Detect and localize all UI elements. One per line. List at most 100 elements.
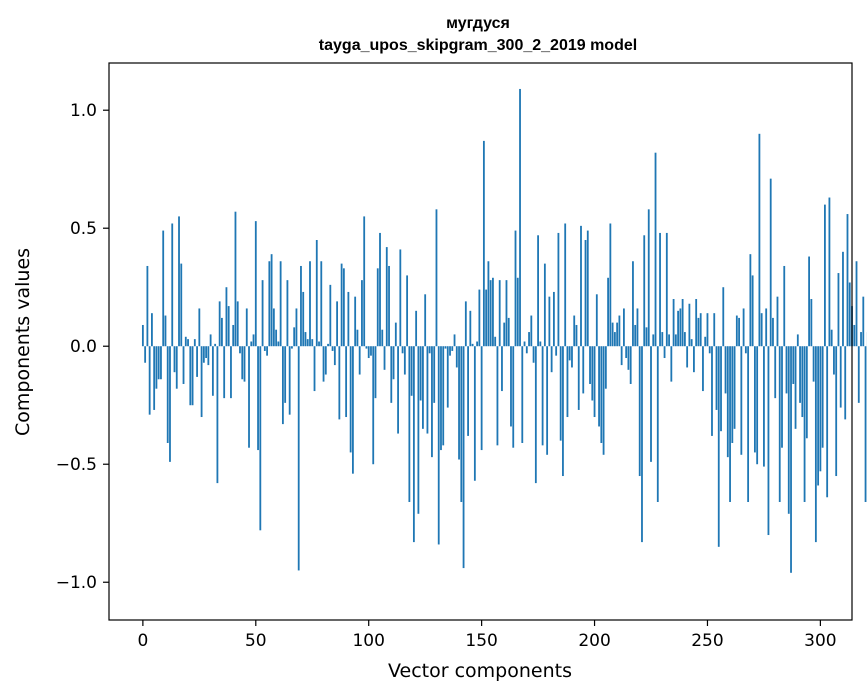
bar-component-44 [241, 346, 244, 380]
x-tick-label: 50 [245, 631, 267, 651]
bar-component-104 [376, 268, 379, 347]
bar-component-40 [232, 324, 235, 347]
bar-component-285 [785, 346, 788, 394]
bar-component-15 [175, 346, 178, 389]
bar-component-61 [279, 261, 282, 347]
bar-component-245 [695, 299, 698, 347]
bar-component-50 [254, 221, 257, 347]
bar-component-268 [747, 346, 750, 502]
bar-component-319 [862, 296, 865, 347]
bar-component-192 [575, 324, 578, 347]
bar-component-276 [765, 308, 768, 347]
bar-component-108 [385, 247, 388, 347]
bar-component-197 [586, 230, 589, 347]
bar-component-304 [828, 197, 831, 347]
bar-component-112 [394, 322, 397, 347]
bar-component-152 [485, 289, 488, 347]
bar-component-64 [286, 280, 289, 347]
bar-component-183 [555, 346, 558, 356]
bar-component-46 [245, 308, 248, 347]
bar-component-144 [467, 346, 469, 436]
bar-component-223 [645, 327, 648, 347]
bar-component-204 [602, 346, 605, 455]
bar-component-270 [751, 275, 754, 347]
bar-component-39 [230, 346, 232, 399]
bar-component-31 [211, 346, 214, 396]
bar-component-254 [715, 346, 718, 410]
bar-component-272 [756, 346, 759, 465]
bar-component-261 [731, 346, 734, 443]
bar-component-250 [706, 313, 709, 347]
x-tick-label: 0 [137, 631, 148, 651]
bar-component-278 [769, 178, 772, 347]
y-axis-label: Components values [12, 248, 34, 436]
bar-component-130 [435, 209, 438, 347]
bar-component-25 [198, 308, 201, 347]
bar-component-246 [697, 317, 700, 347]
bar-component-59 [275, 329, 278, 347]
bar-component-277 [767, 346, 770, 536]
bar-component-191 [573, 315, 576, 347]
bar-component-151 [482, 140, 485, 347]
bar-component-2 [146, 265, 149, 347]
chart-title: мугдуся [446, 15, 510, 32]
bar-component-226 [652, 334, 655, 347]
bar-component-243 [690, 339, 693, 347]
y-tick-label: 0.0 [70, 337, 97, 357]
bar-component-315 [853, 324, 856, 347]
x-tick-label: 300 [804, 631, 836, 651]
x-tick-label: 250 [691, 631, 723, 651]
bar-component-57 [270, 254, 273, 347]
bar-component-247 [699, 313, 702, 347]
bar-component-92 [349, 346, 352, 453]
y-tick-label: 1.0 [70, 101, 97, 121]
bar-component-307 [835, 346, 838, 477]
bars-group [141, 88, 867, 573]
bar-component-308 [837, 273, 840, 347]
bar-component-320 [864, 346, 867, 502]
bar-component-289 [794, 346, 797, 429]
bar-component-259 [726, 346, 729, 458]
bar-component-279 [772, 317, 774, 347]
bar-component-234 [670, 346, 673, 382]
y-tick-label: 0.5 [70, 219, 97, 239]
bar-component-224 [647, 209, 650, 347]
bar-component-167 [519, 88, 521, 347]
bar-component-146 [471, 343, 474, 347]
bar-component-255 [717, 346, 720, 547]
bar-component-109 [388, 265, 390, 347]
bar-component-169 [523, 341, 526, 347]
bar-component-120 [412, 346, 415, 543]
bar-component-0 [141, 324, 144, 347]
bar-component-313 [848, 282, 851, 347]
bar-component-156 [494, 336, 497, 347]
bar-component-41 [234, 211, 237, 347]
bar-component-107 [383, 346, 386, 370]
bar-component-299 [817, 346, 820, 486]
bar-component-143 [464, 301, 467, 347]
bar-component-252 [711, 346, 713, 436]
bar-component-227 [654, 152, 657, 347]
bar-component-43 [239, 346, 241, 354]
bar-component-140 [458, 346, 460, 460]
bar-component-232 [665, 232, 668, 347]
bar-component-273 [758, 133, 761, 347]
bar-component-3 [148, 346, 151, 415]
bar-component-240 [683, 332, 686, 347]
bar-component-269 [749, 254, 752, 347]
bar-component-249 [704, 336, 707, 347]
bar-component-34 [218, 301, 221, 347]
bar-component-233 [668, 334, 670, 347]
bar-component-56 [268, 261, 271, 347]
bar-component-97 [361, 280, 363, 347]
chart-subtitle: tayga_upos_skipgram_300_2_2019 model [319, 37, 637, 54]
bar-component-286 [787, 346, 790, 514]
bar-component-119 [410, 346, 413, 396]
bar-component-244 [693, 346, 695, 373]
bar-component-36 [223, 346, 226, 399]
bar-component-30 [209, 334, 212, 347]
bar-component-193 [577, 346, 580, 410]
bar-component-138 [453, 334, 456, 347]
bar-component-274 [760, 313, 763, 347]
